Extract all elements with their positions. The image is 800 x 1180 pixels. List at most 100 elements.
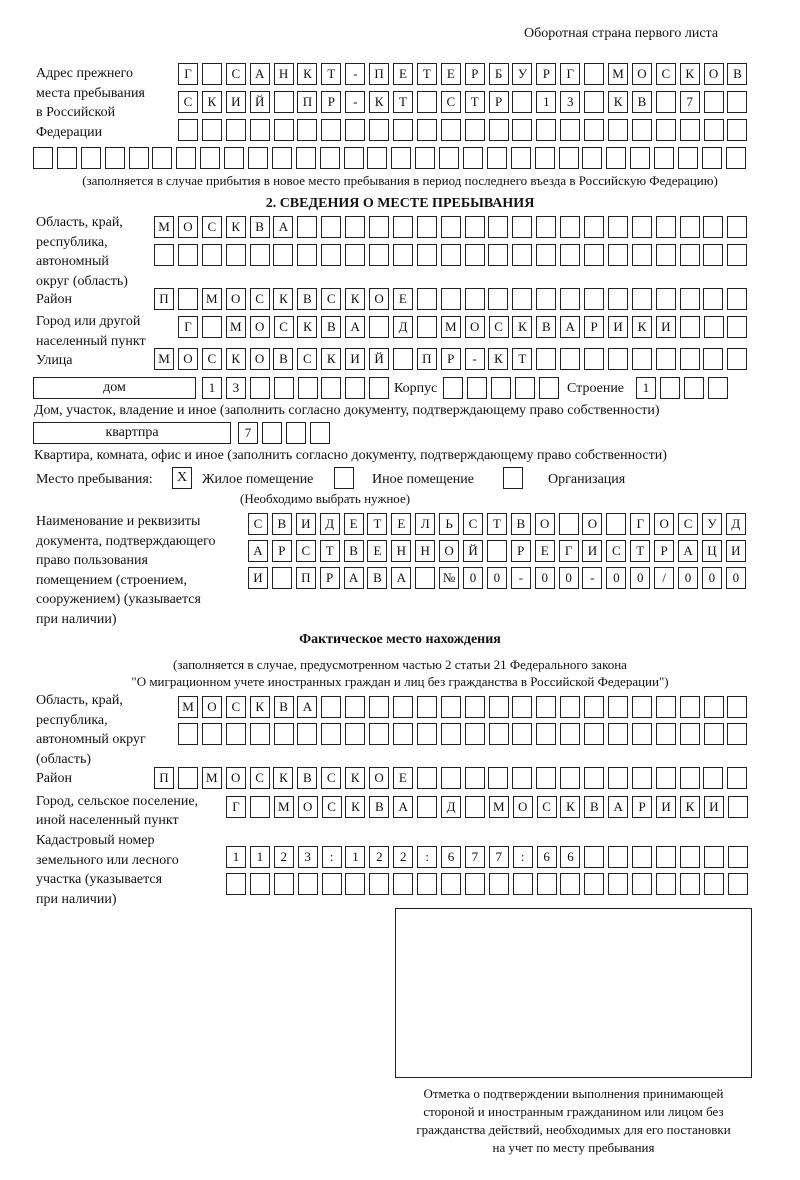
char-cell[interactable]: [369, 119, 390, 141]
char-cell[interactable]: [608, 846, 629, 868]
char-cell[interactable]: [369, 723, 390, 745]
char-cell[interactable]: [678, 147, 699, 169]
char-cell[interactable]: В: [271, 513, 292, 535]
char-cell[interactable]: А: [343, 567, 364, 589]
char-cell[interactable]: [249, 244, 270, 266]
char-cell[interactable]: [490, 377, 511, 399]
apartment-number-row[interactable]: 7: [238, 422, 334, 444]
char-cell[interactable]: 7: [488, 846, 509, 868]
char-cell[interactable]: [33, 147, 53, 169]
char-cell[interactable]: И: [248, 567, 268, 589]
char-cell[interactable]: М: [201, 767, 222, 789]
char-cell[interactable]: [369, 873, 390, 895]
char-cell[interactable]: А: [297, 696, 318, 718]
char-cell[interactable]: [464, 288, 485, 310]
char-cell[interactable]: Г: [558, 540, 579, 562]
char-cell[interactable]: 0: [678, 567, 699, 589]
char-cell[interactable]: [488, 723, 509, 745]
char-cell[interactable]: [703, 119, 724, 141]
char-cell[interactable]: [249, 119, 270, 141]
char-cell[interactable]: [464, 244, 485, 266]
char-cell[interactable]: [201, 723, 222, 745]
char-cell[interactable]: К: [345, 767, 366, 789]
char-cell[interactable]: [249, 873, 270, 895]
char-cell[interactable]: О: [654, 513, 675, 535]
char-cell[interactable]: К: [345, 288, 366, 310]
char-cell[interactable]: [631, 767, 652, 789]
char-cell[interactable]: О: [369, 767, 390, 789]
char-cell[interactable]: И: [725, 540, 746, 562]
char-cell[interactable]: О: [631, 63, 652, 85]
korpus-row[interactable]: [443, 377, 562, 399]
char-cell[interactable]: А: [249, 63, 270, 85]
char-cell[interactable]: [560, 244, 581, 266]
char-cell[interactable]: Й: [463, 540, 484, 562]
char-cell[interactable]: [488, 873, 509, 895]
char-cell[interactable]: [56, 147, 77, 169]
char-cell[interactable]: [486, 540, 507, 562]
char-cell[interactable]: [631, 119, 652, 141]
char-cell[interactable]: Р: [319, 567, 340, 589]
char-cell[interactable]: [655, 119, 676, 141]
char-cell[interactable]: К: [631, 316, 652, 338]
char-cell[interactable]: [297, 377, 318, 399]
char-cell[interactable]: С: [321, 796, 342, 818]
char-cell[interactable]: [345, 216, 366, 238]
char-cell[interactable]: Д: [319, 513, 340, 535]
char-cell[interactable]: В: [510, 513, 531, 535]
char-cell[interactable]: [345, 873, 366, 895]
char-cell[interactable]: Т: [319, 540, 340, 562]
char-cell[interactable]: [560, 723, 581, 745]
char-cell[interactable]: 1: [345, 846, 366, 868]
char-cell[interactable]: [440, 696, 461, 718]
char-cell[interactable]: [560, 767, 581, 789]
char-cell[interactable]: -: [464, 348, 485, 370]
char-cell[interactable]: [679, 348, 700, 370]
char-cell[interactable]: [584, 63, 605, 85]
char-cell[interactable]: [725, 147, 746, 169]
char-cell[interactable]: [656, 846, 677, 868]
char-cell[interactable]: [321, 696, 342, 718]
char-cell[interactable]: Н: [273, 63, 294, 85]
char-cell[interactable]: Т: [367, 513, 388, 535]
char-cell[interactable]: [488, 288, 509, 310]
char-cell[interactable]: [416, 119, 437, 141]
char-cell[interactable]: Н: [415, 540, 436, 562]
char-cell[interactable]: 0: [725, 567, 746, 589]
char-cell[interactable]: [534, 147, 555, 169]
char-cell[interactable]: [703, 288, 724, 310]
char-cell[interactable]: 0: [701, 567, 722, 589]
char-cell[interactable]: М: [225, 316, 246, 338]
char-cell[interactable]: [416, 288, 437, 310]
char-cell[interactable]: [703, 91, 724, 113]
char-cell[interactable]: К: [273, 767, 294, 789]
char-cell[interactable]: Ь: [439, 513, 460, 535]
char-cell[interactable]: [558, 147, 579, 169]
char-cell[interactable]: [679, 216, 700, 238]
char-cell[interactable]: [464, 216, 485, 238]
doc-row-3[interactable]: И П Р А В А № 0 0-0 0-0 0/0 0 0: [248, 567, 750, 589]
char-cell[interactable]: [225, 244, 246, 266]
char-cell[interactable]: [630, 147, 651, 169]
char-cell[interactable]: [343, 147, 364, 169]
char-cell[interactable]: [271, 567, 292, 589]
char-cell[interactable]: [679, 316, 700, 338]
char-cell[interactable]: М: [488, 796, 509, 818]
char-cell[interactable]: [415, 147, 436, 169]
char-cell[interactable]: [655, 723, 676, 745]
char-cell[interactable]: Т: [630, 540, 651, 562]
char-cell[interactable]: 0: [534, 567, 555, 589]
char-cell[interactable]: [679, 873, 700, 895]
char-cell[interactable]: К: [225, 348, 246, 370]
char-cell[interactable]: [632, 873, 653, 895]
char-cell[interactable]: [679, 696, 700, 718]
char-cell[interactable]: [659, 377, 680, 399]
char-cell[interactable]: Р: [584, 316, 605, 338]
char-cell[interactable]: [225, 723, 246, 745]
char-cell[interactable]: [655, 767, 676, 789]
char-cell[interactable]: П: [154, 767, 174, 789]
char-cell[interactable]: С: [225, 696, 246, 718]
